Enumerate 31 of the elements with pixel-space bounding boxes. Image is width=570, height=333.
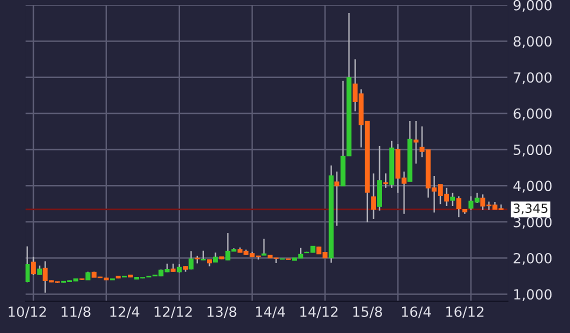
x-tick-label: 10/12 xyxy=(8,306,46,318)
candlestick xyxy=(414,120,419,164)
x-tick-label: 13/8 xyxy=(208,306,236,318)
y-tick-label: 5,000 xyxy=(514,144,552,156)
x-tick-label: 11/8 xyxy=(62,306,90,318)
y-tick-label: 3,000 xyxy=(514,216,552,229)
x-tick-label: 16/4 xyxy=(402,306,431,318)
y-tick-label: 2,000 xyxy=(514,252,552,265)
y-tick-label: 8,000 xyxy=(514,36,552,48)
y-tick-label: 7,000 xyxy=(514,72,552,84)
candlestick xyxy=(213,252,218,264)
candlestick xyxy=(30,256,36,276)
x-tick-label: 14/4 xyxy=(256,306,285,318)
candlestick xyxy=(188,250,194,270)
x-tick-label: 14/12 xyxy=(300,306,338,318)
candlestick xyxy=(456,195,462,218)
x-tick-label: 12/12 xyxy=(154,306,192,318)
candlestick xyxy=(200,250,206,261)
x-tick-label: 15/8 xyxy=(353,306,382,318)
y-tick-label: 9,000 xyxy=(514,0,552,12)
candlestick xyxy=(371,172,376,220)
x-tick-label: 12/4 xyxy=(110,306,140,318)
candlestick xyxy=(37,264,42,276)
candlestick xyxy=(334,170,340,227)
y-tick-label: 1,000 xyxy=(514,289,552,302)
y-tick-label: 4,000 xyxy=(513,180,552,193)
ref-line-label: 3,345 xyxy=(514,204,548,214)
candlestick xyxy=(450,192,456,207)
x-tick-label: 16/12 xyxy=(446,306,484,318)
candlestick xyxy=(262,238,266,256)
y-tick-label: 6,000 xyxy=(514,108,552,120)
